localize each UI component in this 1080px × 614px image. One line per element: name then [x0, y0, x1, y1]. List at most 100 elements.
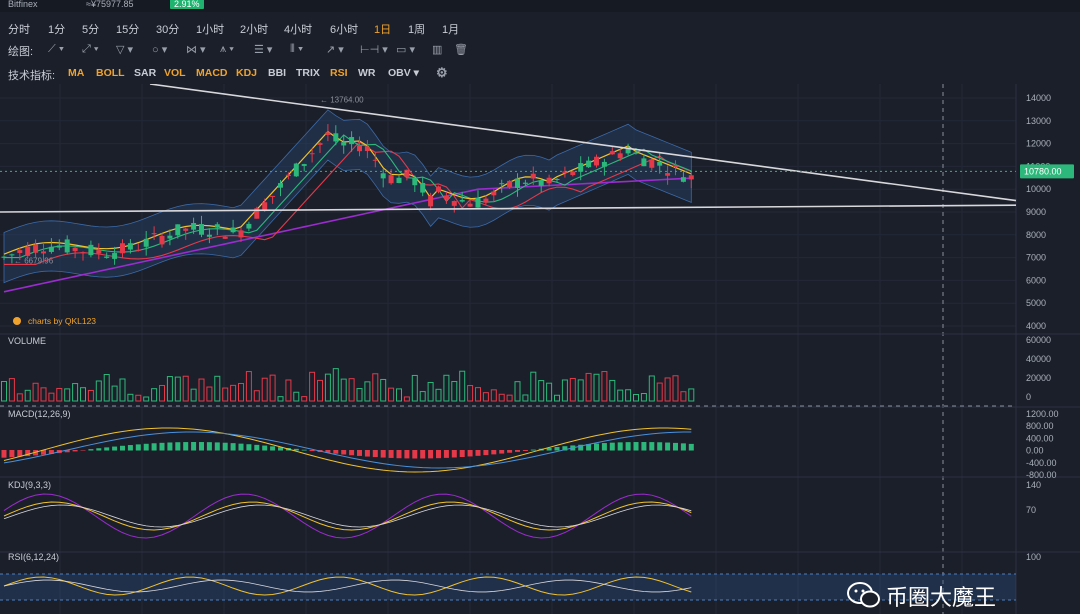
- volume-bar: [32, 382, 39, 402]
- candle-body: [48, 246, 54, 252]
- indicator-rsi[interactable]: RSI: [330, 67, 348, 79]
- macd-bar: [499, 450, 505, 454]
- interval-tab-7[interactable]: 4小时: [284, 24, 313, 36]
- support-trendline: [0, 204, 1017, 213]
- volume-bar: [640, 393, 647, 402]
- candle-body: [649, 159, 655, 168]
- channel-tool-icon[interactable]: ▽ ▾: [116, 44, 134, 56]
- measure-icon[interactable]: ▥: [432, 44, 443, 56]
- volume-bar: [514, 381, 521, 402]
- macd-bar: [88, 449, 94, 451]
- y-tick-label: 13000: [1026, 116, 1051, 126]
- indicator-kdj[interactable]: KDJ: [236, 67, 258, 79]
- interval-tab-5[interactable]: 1小时: [196, 24, 225, 36]
- volume-bar: [490, 389, 497, 402]
- macd-bar: [246, 444, 252, 451]
- indicator-sar[interactable]: SAR: [134, 67, 157, 79]
- volume-bar: [16, 393, 23, 402]
- indicator-ma[interactable]: MA: [68, 67, 85, 79]
- interval-tab-8[interactable]: 6小时: [330, 24, 359, 36]
- indicator-wr[interactable]: WR: [358, 67, 376, 79]
- macd-bar: [333, 450, 339, 454]
- comment-tool-icon[interactable]: ▭ ▾: [396, 44, 415, 56]
- volume-bar: [561, 379, 568, 402]
- volume-bar: [522, 394, 529, 402]
- line-tool-icon[interactable]: ⟋ ▾: [48, 43, 65, 55]
- volume-bar: [467, 385, 474, 402]
- trash-icon[interactable]: 🗑: [454, 44, 468, 56]
- candle-body: [88, 244, 94, 256]
- fib-tool-icon[interactable]: ☰ ▾: [254, 44, 273, 56]
- volume-bar: [317, 379, 323, 402]
- candle-body: [230, 227, 236, 233]
- candle-body: [412, 177, 418, 186]
- interval-tab-11[interactable]: 1月: [442, 24, 460, 36]
- volume-bar: [403, 396, 410, 402]
- interval-tab-4[interactable]: 30分: [156, 24, 180, 36]
- interval-tab-1[interactable]: 1分: [48, 24, 66, 36]
- interval-tab-0[interactable]: 分时: [8, 24, 30, 36]
- macd-bar: [206, 442, 212, 451]
- circle-tool-icon[interactable]: ○ ▾: [152, 44, 168, 56]
- candle-body: [459, 200, 465, 202]
- macd-bar: [372, 450, 378, 458]
- y-tick-label: 10000: [1026, 184, 1051, 194]
- volume-bar: [538, 380, 545, 402]
- macd-bar: [120, 445, 125, 451]
- ray-tool-icon[interactable]: ⤢ ▾: [82, 43, 99, 55]
- macd-bar: [301, 449, 307, 451]
- macd-bar: [96, 448, 102, 451]
- indicator-macd[interactable]: MACD: [196, 67, 228, 79]
- volume-bar: [103, 373, 110, 402]
- price-tag: 10780.00: [1024, 166, 1062, 176]
- indicator-bbi[interactable]: BBI: [268, 67, 287, 79]
- pattern-tool-icon[interactable]: ⋈ ▾: [186, 44, 206, 56]
- macd-bar: [270, 446, 276, 451]
- macd-bar: [467, 450, 473, 457]
- interval-tab-6[interactable]: 2小时: [240, 24, 269, 36]
- candle-body: [104, 256, 110, 258]
- y-tick-label: 8000: [1026, 230, 1046, 240]
- indicator-trix[interactable]: TRIX: [296, 67, 320, 79]
- macd-bar: [151, 443, 157, 451]
- interval-tab-3[interactable]: 15分: [116, 24, 140, 36]
- candle-body: [665, 173, 671, 176]
- macd-bar: [293, 448, 299, 451]
- macd-bar: [625, 442, 631, 451]
- volume-bar: [285, 379, 292, 402]
- indicator-boll[interactable]: BOLL: [96, 67, 125, 79]
- macd-bar: [9, 450, 15, 458]
- candle-body: [530, 173, 536, 179]
- volume-bar: [261, 377, 268, 402]
- macd-bar: [364, 450, 370, 457]
- indicator-obv[interactable]: OBV ▾: [388, 67, 419, 79]
- macd-bar: [680, 443, 686, 451]
- chart-area[interactable]: 1400013000120001100010000900080007000600…: [0, 84, 1080, 614]
- macd-bar: [436, 450, 441, 459]
- kdj-j-line: [3, 493, 692, 539]
- volume-bar: [498, 393, 505, 402]
- macd-bar: [238, 443, 244, 451]
- interval-tab-9[interactable]: 1日: [374, 24, 392, 36]
- macd-bar: [451, 450, 457, 458]
- candle-body: [309, 153, 315, 155]
- macd-bar: [649, 442, 655, 451]
- range-tool-icon[interactable]: ⊢⊣ ▾: [360, 44, 388, 56]
- drawing-label: 绘图:: [8, 46, 34, 58]
- pitchfork-tool-icon[interactable]: ⩚ ▾: [220, 43, 234, 55]
- candle-body: [120, 243, 125, 254]
- volume-bar: [159, 384, 165, 402]
- volume-bar: [664, 377, 671, 402]
- arrow-tool-icon[interactable]: ↗ ▾: [326, 44, 344, 56]
- volume-bar: [530, 371, 537, 402]
- volume-bar: [64, 388, 71, 402]
- candle-body: [262, 202, 268, 211]
- macd-bar: [349, 450, 355, 456]
- indicator-settings-icon[interactable]: ⚙: [436, 65, 448, 80]
- interval-tab-2[interactable]: 5分: [82, 24, 100, 36]
- gann-tool-icon[interactable]: ⦀ ▾: [290, 43, 304, 55]
- high-label: ← 13764.00: [320, 96, 364, 105]
- interval-tab-10[interactable]: 1周: [408, 24, 426, 36]
- candle-body: [688, 175, 694, 180]
- indicator-vol[interactable]: VOL: [164, 67, 186, 79]
